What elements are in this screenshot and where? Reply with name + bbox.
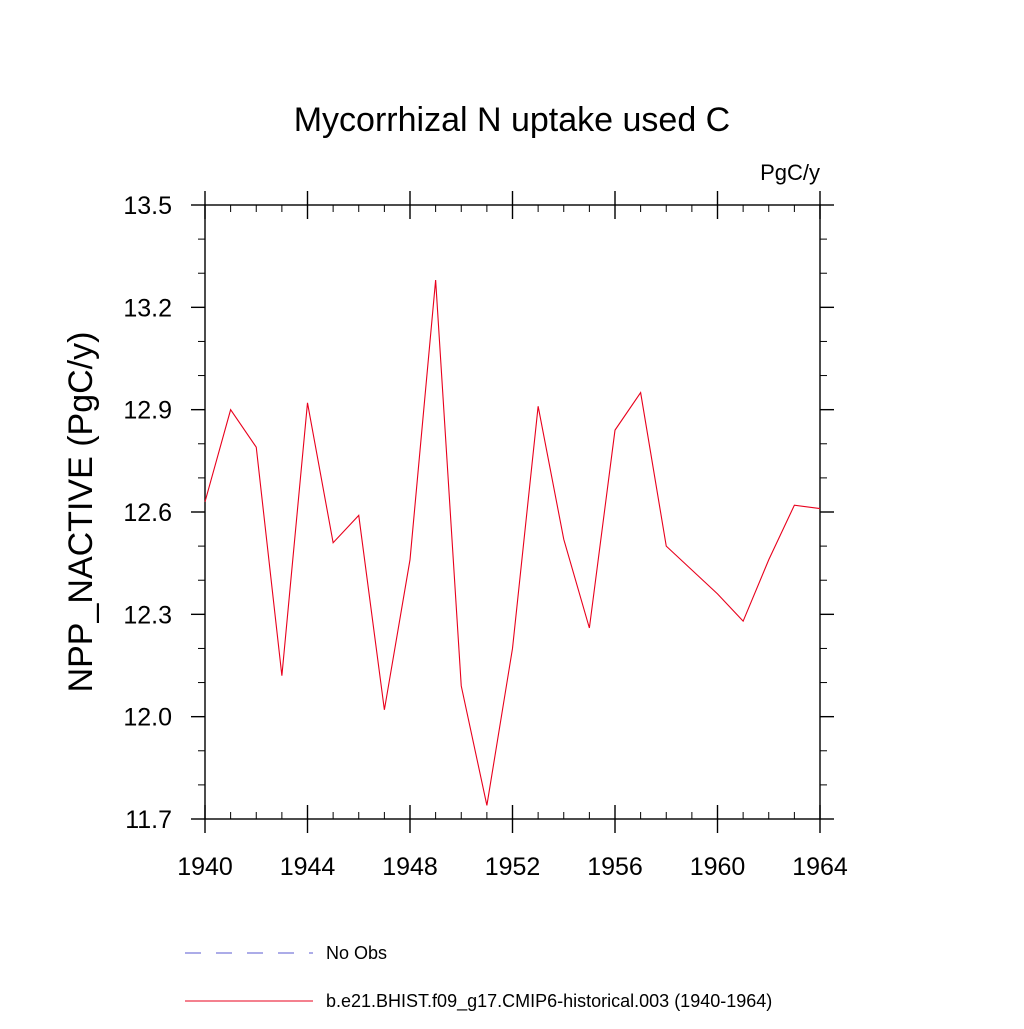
x-tick-label: 1952: [485, 853, 541, 881]
legend-label: b.e21.BHIST.f09_g17.CMIP6-historical.003…: [326, 991, 772, 1012]
y-tick-label: 12.3: [123, 601, 172, 629]
y-tick-label: 13.2: [123, 294, 172, 322]
legend-label: No Obs: [326, 943, 387, 963]
y-axis-label: NPP_NACTIVE (PgC/y): [62, 332, 100, 693]
units-label: PgC/y: [760, 160, 820, 185]
y-tick-label: 11.7: [125, 806, 172, 834]
series-line: [205, 280, 820, 805]
x-tick-label: 1960: [690, 853, 746, 881]
chart-title: Mycorrhizal N uptake used C: [294, 101, 731, 139]
x-tick-label: 1940: [177, 853, 233, 881]
series-layer: [205, 280, 820, 805]
x-tick-label: 1944: [280, 853, 336, 881]
axis-ticks: 1940 1944 1948 1952 1956 1960 1964 11.7 12.0 12.3…: [123, 191, 848, 881]
x-tick-label: 1956: [587, 853, 643, 881]
x-tick-label: 1964: [792, 853, 848, 881]
y-tick-label: 12.6: [123, 499, 172, 527]
legend: No Obs b.e21.BHIST.f09_g17.CMIP6-historic…: [185, 943, 772, 1012]
y-tick-label: 13.5: [123, 192, 172, 220]
y-tick-label: 12.9: [123, 397, 172, 425]
x-tick-label: 1948: [382, 853, 438, 881]
y-tick-label: 12.0: [123, 704, 172, 732]
